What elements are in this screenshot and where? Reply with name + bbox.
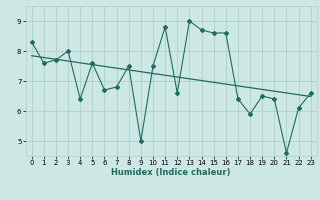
X-axis label: Humidex (Indice chaleur): Humidex (Indice chaleur) <box>111 168 231 177</box>
